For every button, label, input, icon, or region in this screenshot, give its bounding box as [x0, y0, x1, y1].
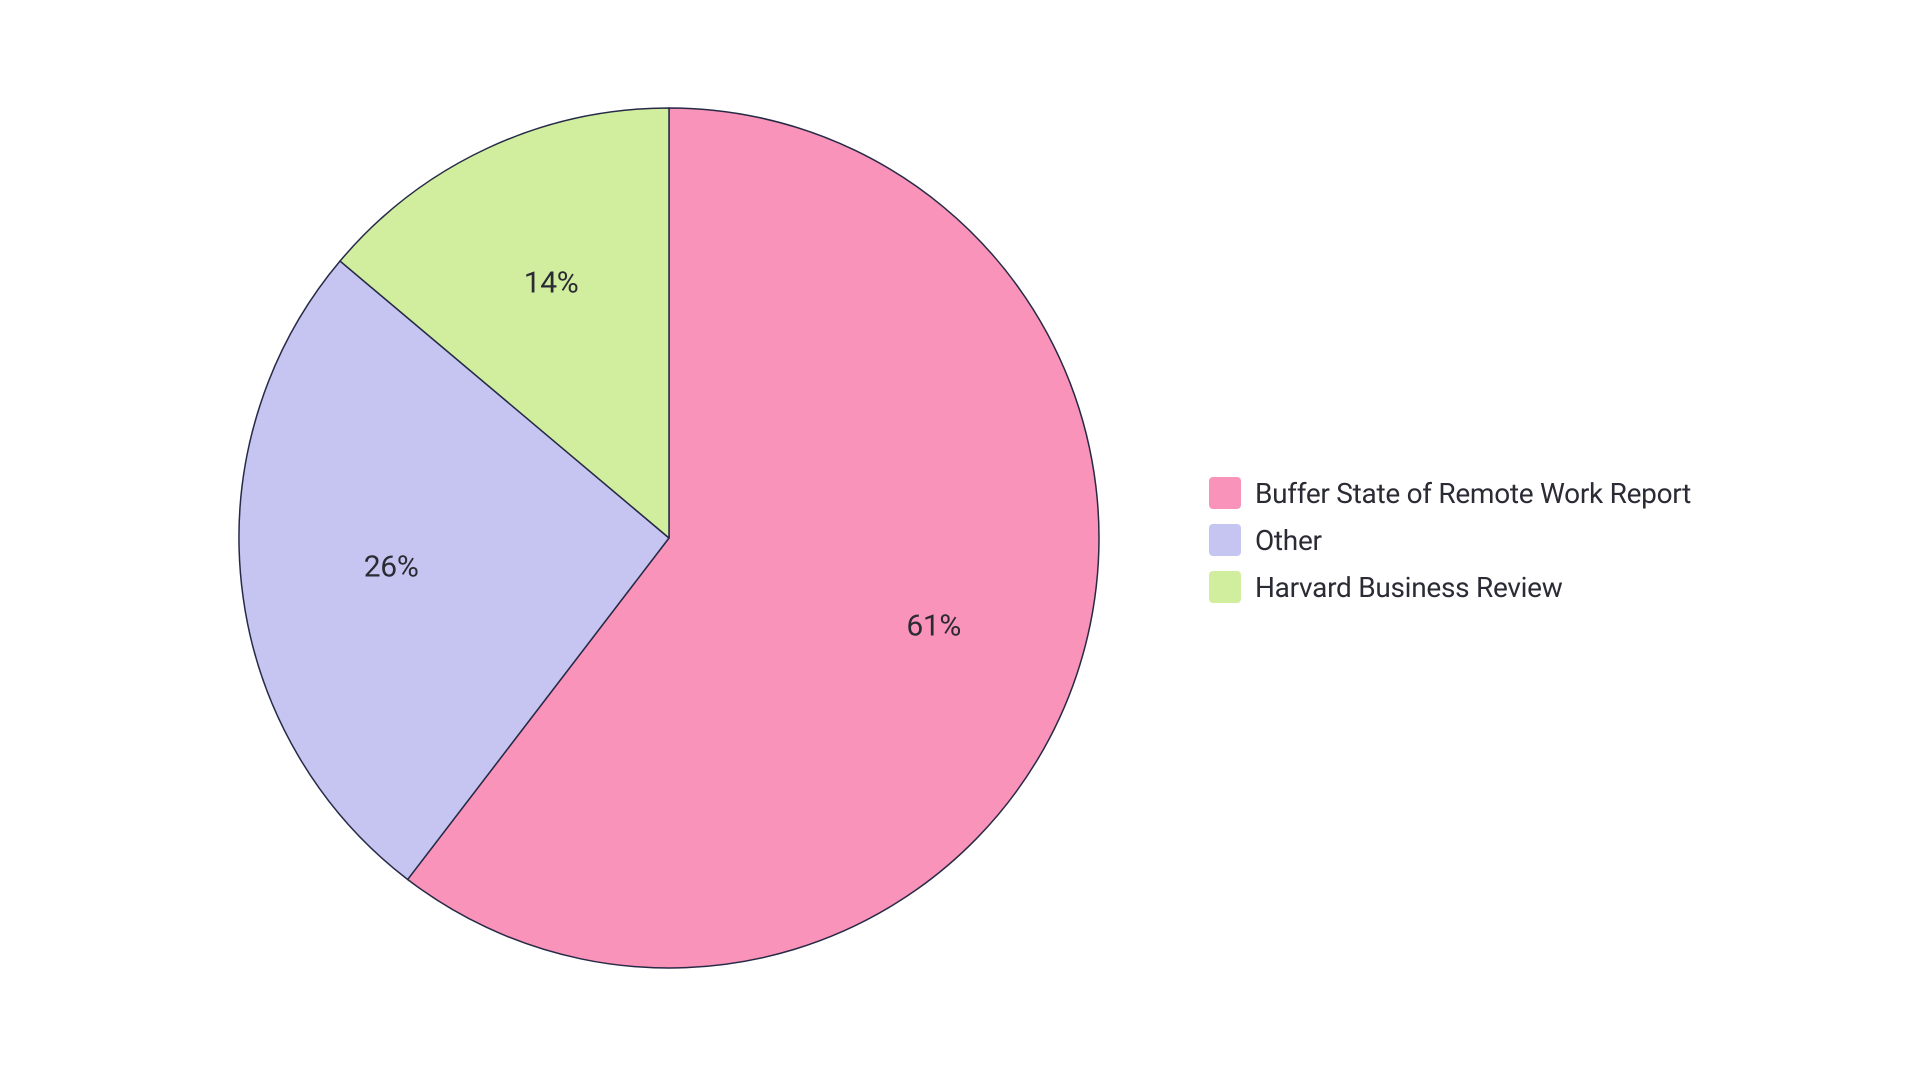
chart-container: 61% 26% 14% Buffer State of Remote Work Re… — [0, 0, 1920, 1080]
legend-item: Harvard Business Review — [1209, 571, 1691, 604]
pie-svg: 61% 26% 14% — [229, 98, 1109, 978]
legend-swatch — [1209, 571, 1241, 603]
slice-label: 61% — [906, 609, 961, 644]
legend-label: Harvard Business Review — [1255, 571, 1563, 604]
pie-chart: 61% 26% 14% — [229, 98, 1109, 982]
slice-label: 14% — [524, 266, 579, 301]
chart-area: 61% 26% 14% Buffer State of Remote Work Re… — [229, 98, 1691, 982]
legend-item: Buffer State of Remote Work Report — [1209, 477, 1691, 510]
legend-item: Other — [1209, 524, 1691, 557]
legend-swatch — [1209, 477, 1241, 509]
legend: Buffer State of Remote Work Report Other H… — [1209, 477, 1691, 604]
legend-label: Other — [1255, 524, 1322, 557]
legend-swatch — [1209, 524, 1241, 556]
slice-label: 26% — [364, 549, 419, 584]
legend-label: Buffer State of Remote Work Report — [1255, 477, 1691, 510]
